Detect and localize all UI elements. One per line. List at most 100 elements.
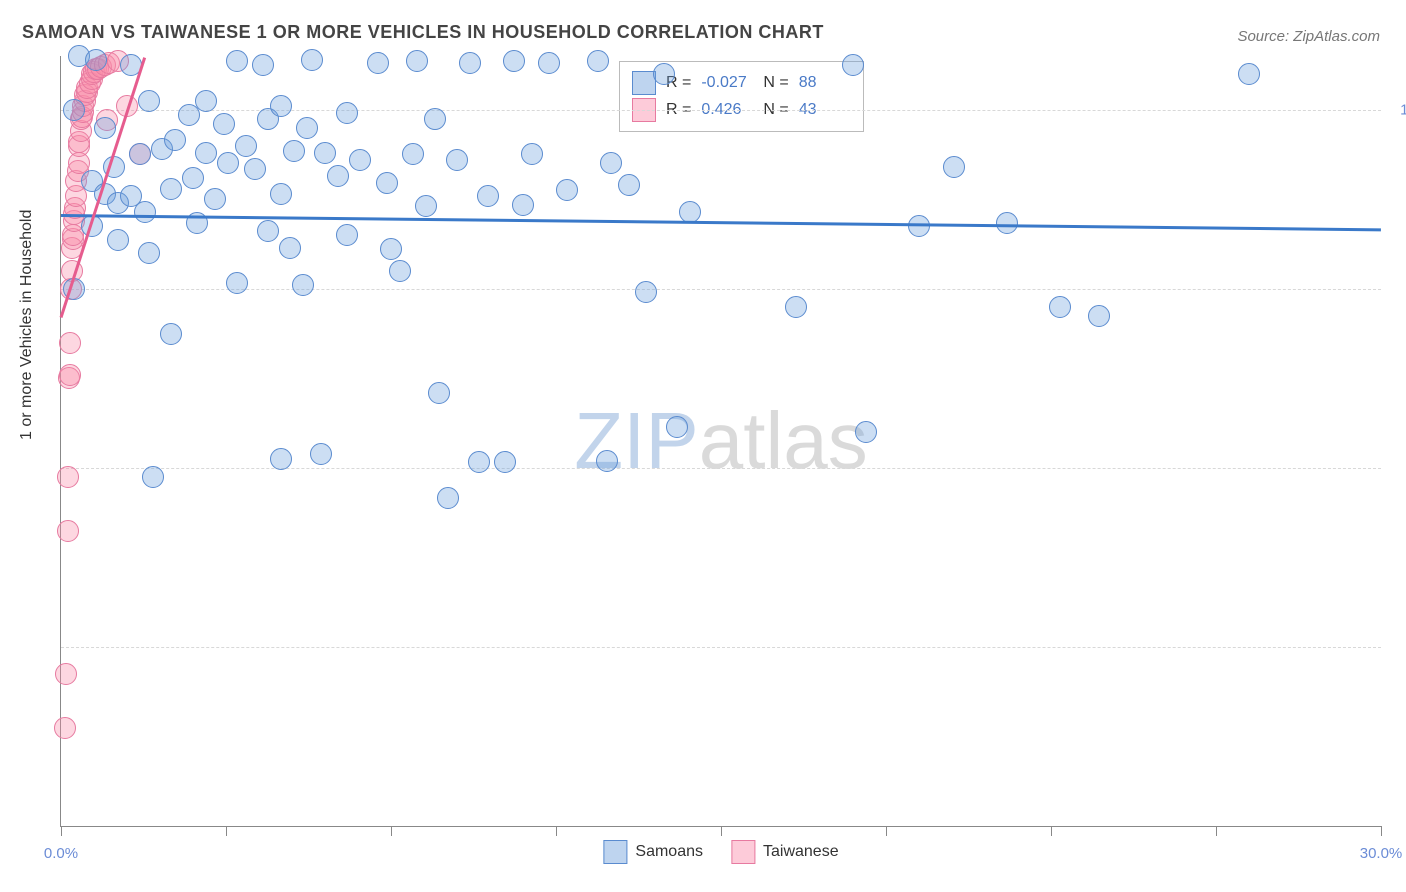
data-point-samoans	[296, 117, 318, 139]
legend-label: Samoans	[635, 843, 703, 861]
data-point-samoans	[446, 149, 468, 171]
data-point-samoans	[842, 54, 864, 76]
data-point-taiwanese	[57, 466, 79, 488]
data-point-samoans	[138, 242, 160, 264]
data-point-samoans	[301, 49, 323, 71]
x-tick-label: 30.0%	[1360, 845, 1403, 862]
legend-item-samoans: Samoans	[603, 840, 703, 864]
x-tick	[1216, 826, 1217, 836]
data-point-samoans	[336, 224, 358, 246]
data-point-samoans	[178, 104, 200, 126]
data-point-samoans	[182, 167, 204, 189]
data-point-samoans	[129, 143, 151, 165]
data-point-samoans	[226, 50, 248, 72]
x-tick	[226, 826, 227, 836]
chart-title: SAMOAN VS TAIWANESE 1 OR MORE VEHICLES I…	[22, 22, 824, 43]
data-point-samoans	[415, 195, 437, 217]
data-point-samoans	[270, 95, 292, 117]
data-point-samoans	[376, 172, 398, 194]
legend-item-taiwanese: Taiwanese	[731, 840, 839, 864]
y-tick-label: 80.0%	[1391, 459, 1406, 476]
data-point-samoans	[257, 220, 279, 242]
data-point-samoans	[459, 52, 481, 74]
watermark-zip: ZIP	[574, 396, 698, 485]
scatter-plot-area: ZIPatlas R =-0.027N =88R =0.426N =43 Sam…	[60, 56, 1381, 827]
data-point-samoans	[477, 185, 499, 207]
data-point-samoans	[327, 165, 349, 187]
data-point-samoans	[160, 178, 182, 200]
data-point-samoans	[279, 237, 301, 259]
data-point-samoans	[596, 450, 618, 472]
data-point-samoans	[314, 142, 336, 164]
data-point-samoans	[653, 63, 675, 85]
data-point-samoans	[512, 194, 534, 216]
data-point-samoans	[270, 448, 292, 470]
legend-swatch-pink	[731, 840, 755, 864]
y-axis-title: 1 or more Vehicles in Household	[18, 210, 36, 440]
x-tick	[721, 826, 722, 836]
data-point-samoans	[195, 90, 217, 112]
data-point-samoans	[204, 188, 226, 210]
data-point-samoans	[134, 201, 156, 223]
gridline-horizontal	[61, 289, 1381, 290]
data-point-samoans	[270, 183, 292, 205]
data-point-samoans	[235, 135, 257, 157]
stat-n-value: 88	[799, 74, 851, 92]
data-point-samoans	[63, 99, 85, 121]
legend-swatch-blue	[603, 840, 627, 864]
data-point-samoans	[996, 212, 1018, 234]
stat-r-value: -0.027	[701, 74, 753, 92]
series-legend: Samoans Taiwanese	[603, 840, 838, 864]
gridline-horizontal	[61, 647, 1381, 648]
data-point-samoans	[587, 50, 609, 72]
data-point-samoans	[494, 451, 516, 473]
data-point-samoans	[521, 143, 543, 165]
data-point-samoans	[310, 443, 332, 465]
stat-n-label: N =	[763, 74, 788, 92]
x-tick	[1381, 826, 1382, 836]
data-point-samoans	[556, 179, 578, 201]
data-point-taiwanese	[55, 663, 77, 685]
watermark: ZIPatlas	[574, 395, 867, 487]
data-point-samoans	[618, 174, 640, 196]
data-point-samoans	[252, 54, 274, 76]
data-point-samoans	[107, 229, 129, 251]
x-tick	[391, 826, 392, 836]
x-tick	[556, 826, 557, 836]
data-point-samoans	[428, 382, 450, 404]
data-point-samoans	[380, 238, 402, 260]
data-point-samoans	[1049, 296, 1071, 318]
data-point-samoans	[349, 149, 371, 171]
data-point-samoans	[389, 260, 411, 282]
data-point-samoans	[635, 281, 657, 303]
data-point-samoans	[244, 158, 266, 180]
data-point-samoans	[336, 102, 358, 124]
y-tick-label: 90.0%	[1391, 280, 1406, 297]
data-point-samoans	[226, 272, 248, 294]
data-point-samoans	[424, 108, 446, 130]
data-point-samoans	[666, 416, 688, 438]
data-point-samoans	[1238, 63, 1260, 85]
x-tick	[886, 826, 887, 836]
data-point-samoans	[367, 52, 389, 74]
data-point-taiwanese	[59, 364, 81, 386]
y-tick-label: 100.0%	[1391, 101, 1406, 118]
data-point-samoans	[785, 296, 807, 318]
data-point-samoans	[402, 143, 424, 165]
data-point-samoans	[283, 140, 305, 162]
data-point-samoans	[600, 152, 622, 174]
source-label: Source: ZipAtlas.com	[1237, 28, 1380, 45]
data-point-samoans	[94, 117, 116, 139]
data-point-taiwanese	[59, 332, 81, 354]
data-point-samoans	[855, 421, 877, 443]
data-point-samoans	[943, 156, 965, 178]
legend-label: Taiwanese	[763, 843, 839, 861]
data-point-taiwanese	[54, 717, 76, 739]
y-tick-label: 70.0%	[1391, 638, 1406, 655]
data-point-taiwanese	[57, 520, 79, 542]
x-tick	[61, 826, 62, 836]
data-point-samoans	[195, 142, 217, 164]
data-point-samoans	[213, 113, 235, 135]
x-tick	[1051, 826, 1052, 836]
data-point-samoans	[1088, 305, 1110, 327]
